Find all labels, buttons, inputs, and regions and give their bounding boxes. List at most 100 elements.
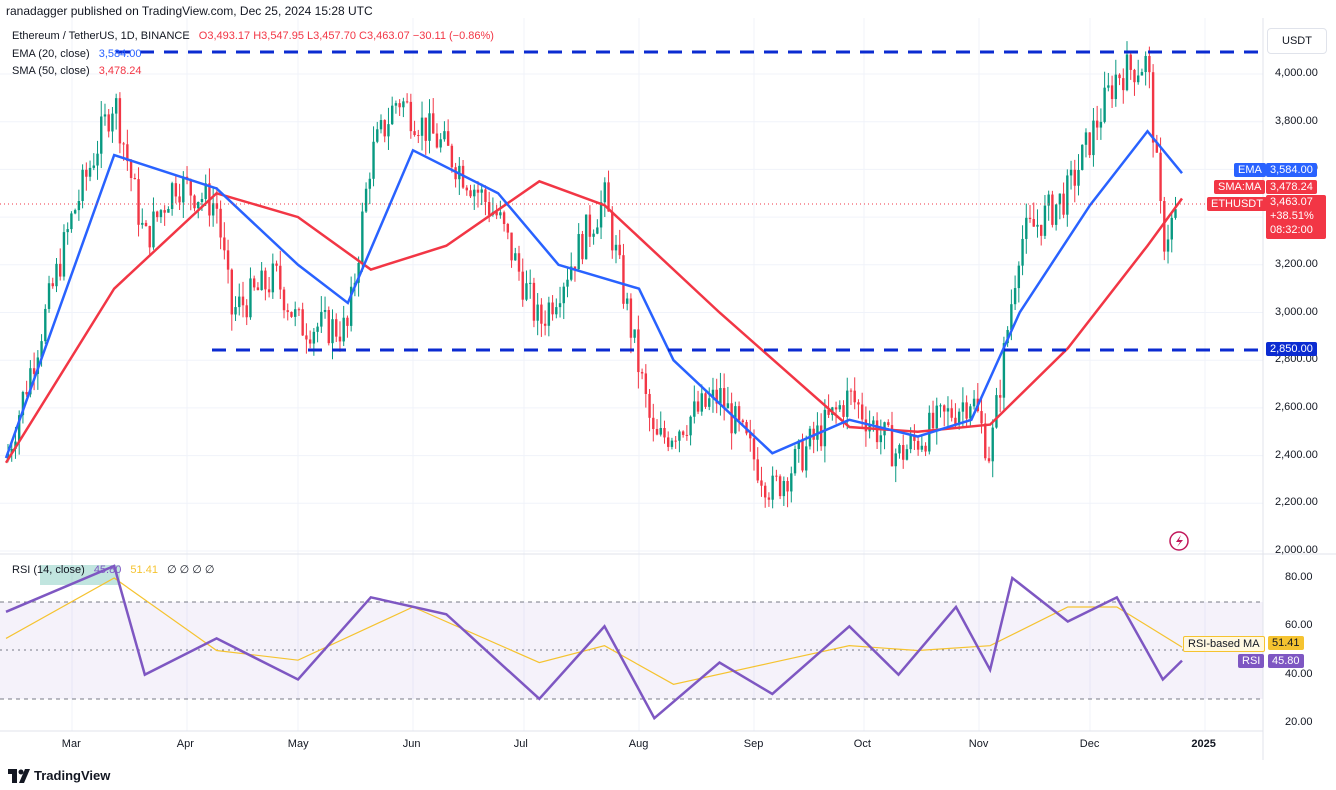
candle-body (905, 449, 909, 460)
candle-body (629, 298, 633, 338)
candle-body (864, 419, 868, 432)
candle-body (241, 296, 245, 306)
candle-body (872, 420, 875, 425)
publisher-header: ranadagger published on TradingView.com,… (6, 4, 373, 18)
candle-body (931, 412, 935, 429)
candle-body (230, 269, 233, 315)
legend-ema-label: EMA (20, close) (12, 48, 90, 60)
candle-body (517, 253, 521, 272)
candle-body (141, 222, 144, 225)
candle-body (1155, 142, 1159, 153)
candle-body (480, 189, 483, 193)
candle-body (234, 307, 237, 315)
price-tick-label: 3,000.00 (1275, 305, 1318, 318)
candle-body (584, 214, 588, 260)
candle-body (413, 131, 416, 136)
symbol-name-tag: ETHUSDT (1207, 197, 1267, 211)
rsi-tick-label: 20.00 (1285, 716, 1313, 728)
candle-body (327, 309, 330, 344)
candle-body (689, 416, 692, 436)
rsi-ma-name-tag: RSI-based MA (1183, 636, 1265, 652)
candle-body (402, 101, 405, 108)
candle-body (1066, 175, 1069, 215)
legend-rsi-row[interactable]: RSI (14, close) 45.80 51.41 ∅ ∅ ∅ ∅ (12, 563, 215, 576)
candle-body (323, 309, 327, 312)
candle-body (786, 481, 789, 492)
candle-body (264, 270, 267, 290)
candle-body (178, 196, 181, 203)
price-tick-label: 3,200.00 (1275, 257, 1318, 270)
candle-body (409, 101, 413, 132)
candle-body (607, 182, 610, 212)
candle-body (573, 266, 577, 270)
lightning-icon[interactable] (1169, 531, 1189, 551)
candle-body (349, 286, 353, 326)
ema-name-tag: EMA (1234, 163, 1266, 177)
candle-body (152, 211, 155, 248)
candle-body (44, 308, 47, 342)
candle-body (469, 190, 472, 197)
candle-body (197, 201, 200, 209)
candle-body (588, 214, 592, 237)
candle-body (667, 437, 670, 447)
candle-body (282, 289, 286, 311)
candle-body (827, 409, 830, 415)
candle-body (107, 114, 110, 132)
price-tick-label: 2,000.00 (1275, 544, 1318, 556)
sma-name-tag: SMA:MA (1214, 180, 1266, 194)
candle-body (860, 404, 864, 420)
legend-symbol-row: Ethereum / TetherUS, 1D, BINANCE O3,493.… (12, 30, 494, 42)
candle-body (1017, 265, 1021, 289)
candle-body (25, 391, 28, 395)
candle-body (775, 475, 778, 477)
candle-body (879, 435, 883, 443)
candle-body (156, 211, 159, 218)
legend-rsi-ma-value: 51.41 (130, 564, 158, 576)
candle-body (681, 431, 685, 435)
candle-body (383, 120, 386, 137)
candle-body (103, 114, 107, 117)
candle-body (450, 145, 454, 168)
footer-brand[interactable]: TradingView (8, 768, 110, 783)
candle-body (749, 433, 752, 439)
rsi-tick-label: 80.00 (1285, 571, 1313, 583)
candle-body (790, 473, 793, 492)
candle-body (663, 428, 666, 438)
candle-body (998, 395, 1002, 398)
legend-sma-row[interactable]: SMA (50, close) 3,478.24 (12, 65, 142, 77)
candle-body (424, 117, 427, 141)
candle-body (965, 402, 968, 419)
candle-body (655, 428, 659, 435)
legend-ema-row[interactable]: EMA (20, close) 3,584.00 (12, 48, 142, 60)
ema-line (4, 129, 1183, 459)
legend-symbol[interactable]: Ethereum / TetherUS, 1D, BINANCE (12, 30, 190, 42)
candle-body (226, 250, 230, 270)
time-tick-label: Nov (968, 738, 989, 750)
candle-body (637, 329, 640, 373)
candle-body (305, 335, 308, 340)
footer-brand-label: TradingView (34, 768, 111, 783)
candle-body (920, 445, 924, 450)
candle-body (476, 189, 480, 193)
price-tick-label: 3,800.00 (1275, 114, 1318, 127)
candle-body (887, 422, 890, 426)
currency-button[interactable]: USDT (1267, 28, 1327, 54)
candle-body (566, 279, 569, 287)
candle-body (312, 331, 316, 344)
candle-body (1136, 75, 1140, 83)
candle-body (570, 266, 573, 280)
candle-body (1058, 193, 1062, 205)
candle-body (275, 263, 278, 266)
candle-body (1166, 239, 1170, 252)
candle-body (245, 305, 248, 318)
candle-body (987, 458, 991, 462)
candle-body (950, 408, 953, 418)
time-tick-label: Apr (176, 738, 194, 750)
candle-body (1159, 152, 1162, 201)
candle-body (32, 368, 36, 374)
candle-body (1084, 132, 1088, 145)
candle-body (17, 415, 21, 442)
time-tick-label: Jul (513, 738, 528, 750)
candle-body (502, 212, 506, 224)
